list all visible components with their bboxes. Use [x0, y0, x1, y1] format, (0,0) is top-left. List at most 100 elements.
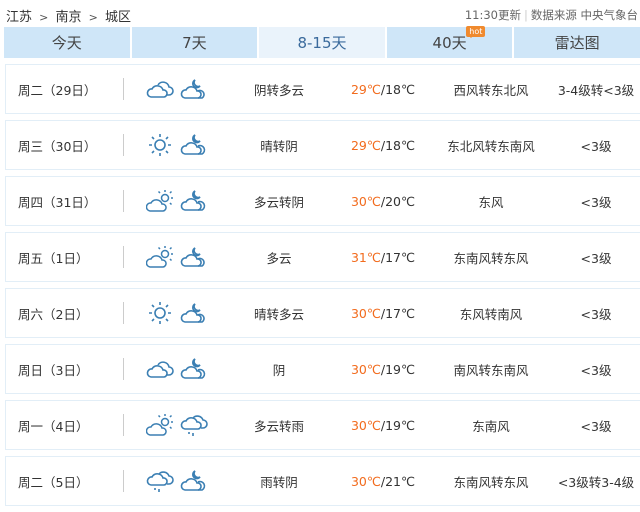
temperature: 29℃/18℃: [343, 82, 423, 97]
forecast-list: 周二（29日） 阴转多云 29℃/18℃ 西风转东北风 3-4级转<3级 周三（30日）晴…: [5, 64, 640, 512]
forecast-tabs: 今天 7天 8-15天 40天 hot 雷达图: [4, 26, 640, 58]
wind-direction: 东风: [478, 194, 504, 210]
low-temp: /17℃: [380, 305, 416, 321]
high-temp: 30℃: [350, 473, 381, 489]
cloudy-moon-icon: [180, 300, 208, 329]
divider: [123, 358, 124, 380]
forecast-row: 周二（29日） 阴转多云 29℃/18℃ 西风转东北风 3-4级转<3级: [5, 64, 640, 114]
data-source: 数据来源 中央气象台: [530, 8, 638, 22]
high-temp: 29℃: [350, 81, 381, 97]
tab-label: 今天: [51, 34, 82, 52]
tab-radar[interactable]: 雷达图: [514, 27, 640, 58]
weather-description: 阴: [272, 362, 286, 378]
tab-40-days[interactable]: 40天 hot: [386, 26, 513, 58]
tab-label: 7天: [182, 34, 207, 52]
wind-level: <3级: [580, 138, 612, 154]
day-label: 周二（29日）: [18, 82, 97, 98]
cloudy-moon-filled-icon: [180, 468, 208, 497]
divider: |: [523, 8, 528, 22]
wind-direction: 东北风转东南风: [447, 138, 535, 154]
tab-label: 8-15天: [297, 34, 347, 52]
wind-level: <3级: [580, 362, 612, 378]
high-temp: 30℃: [350, 305, 381, 321]
day-label: 周五（1日）: [18, 250, 89, 266]
temperature: 29℃/18℃: [343, 138, 423, 153]
breadcrumb-city[interactable]: 南京: [55, 10, 82, 25]
weather-description: 多云: [266, 250, 292, 266]
temperature: 30℃/19℃: [343, 418, 423, 433]
day-label: 周日（3日）: [18, 362, 89, 378]
temperature: 30℃/20℃: [343, 194, 423, 209]
update-info: 11:30更新 | 数据来源 中央气象台: [465, 7, 638, 23]
weather-description: 晴转多云: [253, 306, 304, 322]
cloudy-moon-filled-icon: [180, 188, 208, 217]
cloudy-moon-filled-icon: [180, 132, 208, 161]
partly-cloudy-icon: [146, 412, 174, 441]
forecast-row: 周三（30日） 晴转阴 29℃/18℃ 东北风转东南风 <3级: [5, 120, 640, 170]
rain-icon: [180, 412, 208, 441]
wind-level: <3级: [580, 194, 612, 210]
low-temp: /18℃: [380, 81, 416, 97]
tab-8-15-days[interactable]: 8-15天: [259, 27, 385, 58]
weather-description: 多云转阴: [253, 194, 304, 210]
day-label: 周二（5日）: [18, 474, 89, 490]
weather-description: 雨转阴: [260, 474, 298, 490]
wind-level: <3级: [580, 250, 612, 266]
forecast-row: 周五（1日） 多云 31℃/17℃ 东南风转东风 <3级: [5, 232, 640, 282]
wind-direction: 东南风转东风: [453, 474, 529, 490]
cloudy-moon-icon: [180, 244, 208, 273]
update-time: 11:30更新: [464, 8, 521, 22]
hot-badge: hot: [466, 26, 486, 38]
divider: [123, 302, 124, 324]
day-label: 周六（2日）: [18, 306, 89, 322]
low-temp: /18℃: [380, 137, 416, 153]
cloudy-icon: [146, 356, 174, 385]
weather-description: 多云转雨: [253, 418, 304, 434]
partly-cloudy-icon: [146, 244, 174, 273]
temperature: 30℃/17℃: [343, 306, 423, 321]
forecast-row: 周一（4日） 多云转雨 30℃/19℃ 东南风 <3级: [5, 400, 640, 450]
divider: [123, 134, 124, 156]
cloudy-moon-icon: [180, 76, 208, 105]
wind-level: <3级: [580, 418, 612, 434]
breadcrumb: 江苏 > 南京 > 城区: [6, 6, 134, 25]
temperature: 30℃/19℃: [343, 362, 423, 377]
weather-description: 晴转阴: [260, 138, 298, 154]
wind-direction: 东南风: [472, 418, 510, 434]
forecast-row: 周二（5日） 雨转阴 30℃/21℃ 东南风转东风 <3级转3-4级: [5, 456, 640, 506]
temperature: 31℃/17℃: [343, 250, 423, 265]
rain-icon: [146, 468, 174, 497]
high-temp: 30℃: [350, 361, 381, 377]
wind-direction: 东风转南风: [459, 306, 523, 322]
day-label: 周四（31日）: [18, 194, 97, 210]
tab-label: 雷达图: [554, 34, 600, 52]
weather-description: 阴转多云: [253, 82, 304, 98]
divider: [123, 246, 124, 268]
divider: [123, 190, 124, 212]
breadcrumb-province[interactable]: 江苏: [6, 10, 33, 25]
sunny-icon: [146, 132, 174, 161]
tab-label: 40天: [432, 34, 467, 52]
wind-direction: 西风转东北风: [453, 82, 529, 98]
day-label: 周一（4日）: [18, 418, 89, 434]
partly-cloudy-icon: [146, 188, 174, 217]
wind-direction: 南风转东南风: [453, 362, 529, 378]
cloudy-icon: [146, 76, 174, 105]
divider: [123, 414, 124, 436]
tab-7-days[interactable]: 7天: [131, 27, 258, 58]
breadcrumb-separator: >: [88, 11, 98, 24]
high-temp: 29℃: [350, 137, 381, 153]
wind-level: 3-4级转<3级: [557, 82, 635, 98]
cloudy-moon-filled-icon: [180, 356, 208, 385]
wind-direction: 东南风转东风: [453, 250, 529, 266]
high-temp: 31℃: [350, 249, 381, 265]
low-temp: /19℃: [380, 417, 416, 433]
sunny-icon: [146, 300, 174, 329]
forecast-row: 周六（2日） 晴转多云 30℃/17℃ 东风转南风 <3级: [5, 288, 640, 338]
tab-today[interactable]: 今天: [4, 27, 130, 58]
day-label: 周三（30日）: [18, 138, 97, 154]
breadcrumb-separator: >: [39, 11, 49, 24]
divider: [123, 470, 124, 492]
high-temp: 30℃: [350, 417, 381, 433]
breadcrumb-district[interactable]: 城区: [105, 10, 132, 25]
